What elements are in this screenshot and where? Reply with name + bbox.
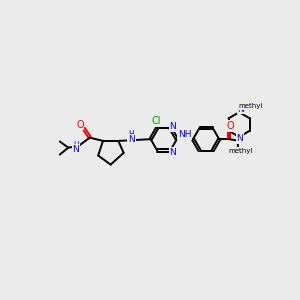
Text: Cl: Cl (152, 116, 161, 126)
Text: H: H (73, 141, 79, 150)
Text: H: H (128, 130, 134, 139)
Text: O: O (76, 119, 84, 130)
Text: NH: NH (178, 130, 191, 139)
Text: N: N (237, 105, 244, 114)
Text: methyl: methyl (238, 103, 263, 109)
Text: O: O (226, 121, 234, 131)
Text: N: N (73, 145, 80, 154)
Text: N: N (169, 122, 176, 131)
Text: N: N (237, 134, 243, 143)
Text: N: N (128, 135, 135, 144)
Text: methyl: methyl (229, 148, 253, 154)
Text: N: N (169, 148, 176, 157)
